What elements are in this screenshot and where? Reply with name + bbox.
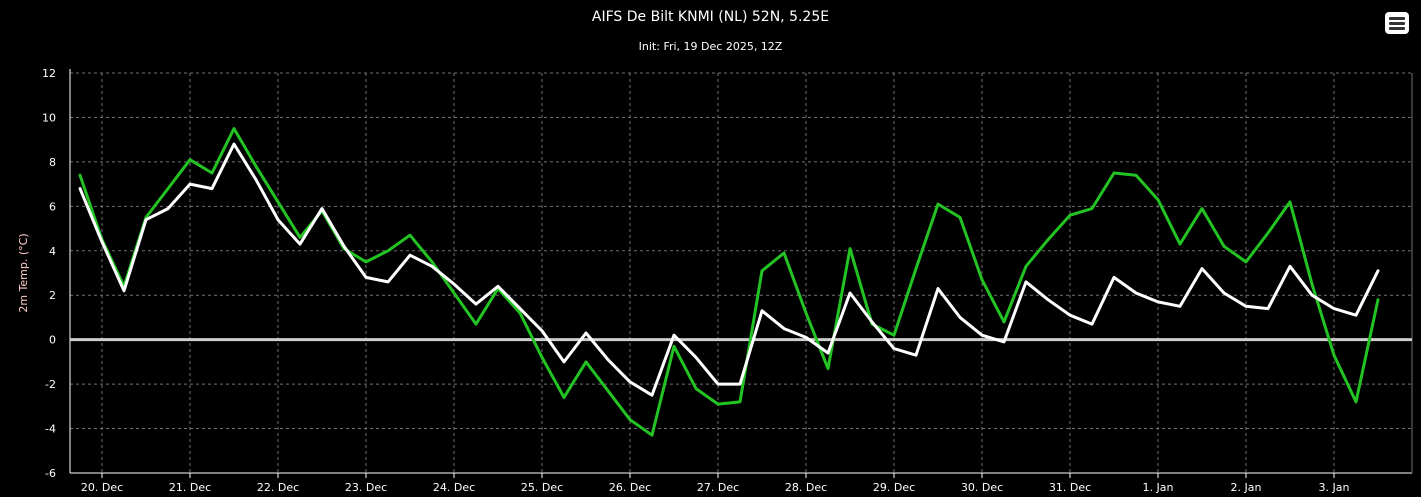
x-tick-label: 24. Dec <box>433 481 475 494</box>
y-tick-label: -4 <box>45 423 56 436</box>
hamburger-menu-icon[interactable] <box>1385 12 1409 34</box>
y-tick-label: 10 <box>42 111 56 124</box>
x-tick-label: 27. Dec <box>697 481 739 494</box>
x-tick-label: 3. Jan <box>1319 481 1350 494</box>
x-tick-label: 21. Dec <box>169 481 211 494</box>
y-tick-label: -6 <box>45 467 56 480</box>
x-tick-label: 28. Dec <box>785 481 827 494</box>
x-tick-label: 25. Dec <box>521 481 563 494</box>
y-tick-label: 8 <box>49 156 56 169</box>
y-tick-label: 12 <box>42 67 56 80</box>
x-tick-label: 29. Dec <box>873 481 915 494</box>
x-tick-label: 1. Jan <box>1143 481 1174 494</box>
x-tick-label: 22. Dec <box>257 481 299 494</box>
series-line-white <box>78 142 1380 397</box>
series-line-green <box>78 127 1380 437</box>
chart-title: AIFS De Bilt KNMI (NL) 52N, 5.25E <box>591 9 830 25</box>
x-tick-label: 20. Dec <box>81 481 123 494</box>
y-tick-label: 6 <box>49 200 56 213</box>
x-tick-label: 2. Jan <box>1231 481 1262 494</box>
x-tick-label: 26. Dec <box>609 481 651 494</box>
x-tick-label: 30. Dec <box>961 481 1003 494</box>
y-tick-label: 4 <box>49 245 56 258</box>
x-tick-label: 31. Dec <box>1049 481 1091 494</box>
y-axis-label: 2m Temp. (°C) <box>17 233 30 312</box>
y-tick-label: -2 <box>45 378 56 391</box>
chart-subtitle: Init: Fri, 19 Dec 2025, 12Z <box>638 40 783 53</box>
y-tick-label: 2 <box>49 289 56 302</box>
x-tick-label: 23. Dec <box>345 481 387 494</box>
y-tick-label: 0 <box>49 334 56 347</box>
